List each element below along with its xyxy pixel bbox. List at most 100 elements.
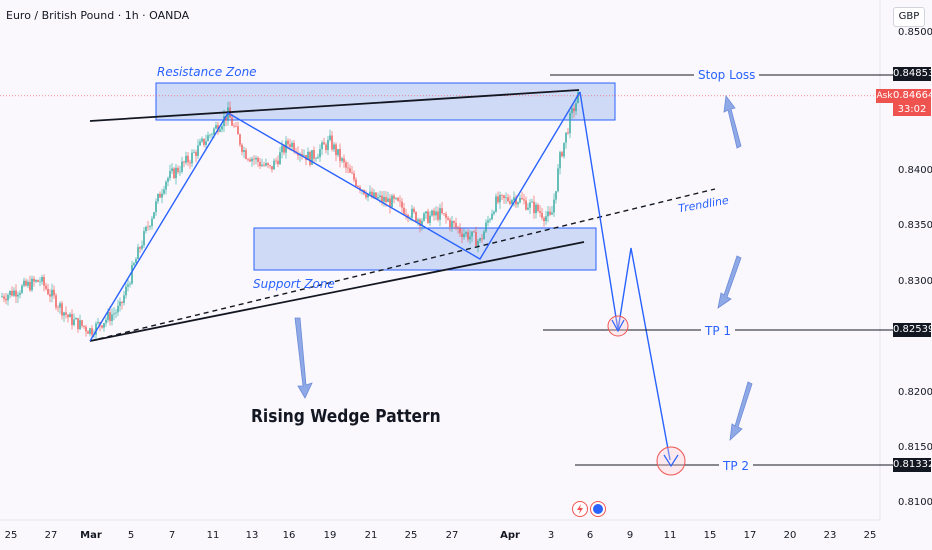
time-tick: 25 — [4, 530, 18, 541]
support-zone-label: Support Zone — [253, 277, 335, 291]
down-arrow-icon — [717, 255, 742, 309]
candle — [235, 122, 237, 128]
candle — [567, 128, 569, 135]
candle — [129, 281, 131, 288]
flash-icon[interactable] — [572, 501, 588, 517]
tp1-arrowhead — [611, 319, 625, 333]
candle — [337, 149, 339, 158]
candle — [405, 208, 407, 220]
candle — [195, 149, 197, 163]
tp1-circle — [607, 315, 629, 337]
candle — [19, 290, 21, 299]
candle — [135, 256, 137, 264]
record-icon[interactable] — [590, 501, 606, 517]
candle — [431, 209, 433, 217]
candle — [539, 205, 541, 217]
time-tick: Apr — [500, 530, 520, 541]
candle — [551, 205, 553, 215]
candle — [473, 230, 475, 233]
candle — [211, 132, 213, 139]
candle — [25, 278, 27, 287]
support-zone[interactable] — [253, 227, 597, 271]
wedge-swing-path[interactable] — [89, 91, 581, 342]
candle — [447, 215, 449, 221]
candle — [403, 202, 405, 216]
time-tick: 9 — [626, 530, 634, 541]
candle — [573, 104, 575, 118]
candle — [389, 194, 391, 214]
candle — [305, 154, 307, 166]
candle — [37, 279, 39, 283]
candle — [115, 309, 117, 319]
candle — [273, 158, 275, 170]
candle — [151, 215, 153, 230]
candle — [75, 316, 77, 320]
candle — [489, 217, 491, 223]
candle — [113, 306, 115, 321]
symbol-title[interactable]: Euro / British Pound · 1h · OANDA — [6, 9, 190, 22]
candle — [333, 142, 335, 152]
candle — [157, 193, 159, 205]
candle — [127, 278, 129, 292]
candle — [1, 292, 3, 298]
candle — [197, 139, 199, 159]
candle — [43, 274, 45, 292]
candle — [561, 150, 563, 158]
candle — [513, 191, 515, 207]
candle — [59, 301, 61, 314]
candle — [457, 225, 459, 234]
time-tick: 11 — [206, 530, 220, 541]
candle — [335, 142, 337, 162]
candle — [545, 210, 547, 225]
time-tick: 20 — [783, 530, 797, 541]
candle — [61, 300, 63, 320]
candle — [451, 215, 453, 232]
candle — [271, 166, 273, 173]
candle — [377, 192, 379, 200]
candle — [121, 301, 123, 310]
candle — [41, 274, 43, 285]
candle — [253, 155, 255, 166]
candle — [247, 158, 249, 162]
candle — [459, 223, 461, 237]
candle — [33, 276, 35, 287]
candle — [177, 165, 179, 175]
candle — [255, 155, 257, 165]
candle — [85, 324, 87, 337]
candle — [191, 149, 193, 167]
candle — [345, 160, 347, 173]
candle — [487, 215, 489, 227]
candle — [355, 177, 357, 188]
currency-button[interactable]: GBP — [893, 7, 925, 27]
candle — [353, 170, 355, 183]
stop-loss-price-tag: 0.84853 — [893, 67, 932, 81]
candle — [321, 140, 323, 156]
candle — [423, 211, 425, 222]
candle — [9, 290, 11, 299]
candle — [517, 201, 519, 208]
candle — [453, 220, 455, 229]
candle — [145, 225, 147, 234]
candle — [47, 283, 49, 296]
candle — [207, 131, 209, 142]
candle — [199, 138, 201, 146]
projection-path[interactable] — [579, 91, 671, 461]
wedge-upper-line[interactable] — [89, 89, 580, 122]
candle — [323, 137, 325, 145]
wedge-lower-line[interactable] — [89, 241, 585, 342]
candle — [445, 211, 447, 224]
candle — [319, 144, 321, 162]
candle — [49, 289, 51, 303]
candle — [5, 293, 7, 305]
candle — [29, 275, 31, 292]
candle — [519, 194, 521, 204]
candle — [571, 104, 573, 119]
candle — [421, 218, 423, 231]
candle — [11, 286, 13, 297]
candle — [515, 194, 517, 208]
candle — [97, 317, 99, 326]
